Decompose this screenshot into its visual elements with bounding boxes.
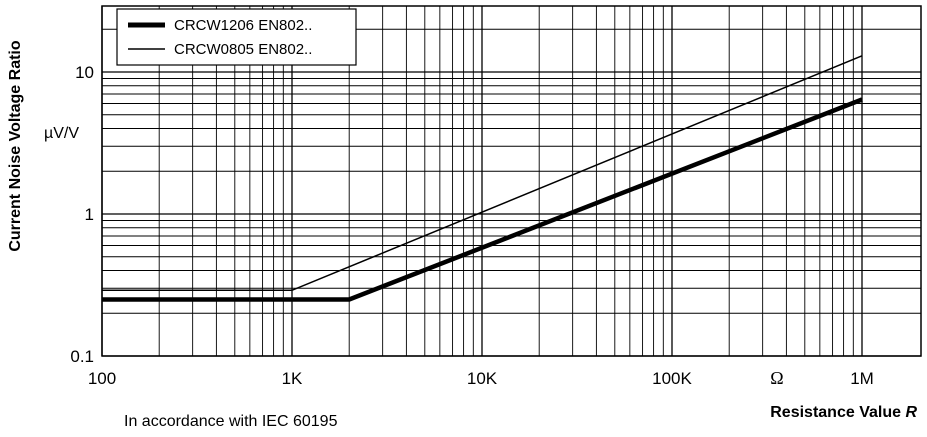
x-axis-unit: Ω	[770, 368, 783, 388]
x-axis-title: Resistance Value R	[770, 404, 917, 422]
y-tick-label: 10	[75, 63, 94, 82]
legend-box	[116, 8, 357, 66]
x-tick-label: 100K	[652, 369, 692, 388]
y-axis-unit: µV/V	[44, 125, 79, 142]
x-tick-label: 1M	[850, 369, 874, 388]
y-tick-label: 0.1	[70, 347, 94, 366]
series-layer	[102, 55, 863, 302]
legend: CRCW1206 EN802.. CRCW0805 EN802..	[116, 8, 357, 66]
x-axis-variable: R	[905, 404, 917, 421]
y-tick-label: 1	[85, 205, 94, 224]
x-tick-label: 10K	[467, 369, 498, 388]
y-axis-label: Current Noise Voltage Ratio	[7, 40, 24, 252]
series-line-crcw1206	[102, 97, 863, 302]
x-axis-label: Resistance Value	[770, 404, 906, 421]
x-tick-label: 100	[88, 369, 116, 388]
legend-label-crcw0805: CRCW0805 EN802..	[174, 41, 312, 58]
tick-labels: 100 1K 10K 100K 1M 0.1 1 10	[70, 63, 873, 388]
series-line-crcw0805	[102, 55, 863, 292]
legend-label-crcw1206: CRCW1206 EN802..	[174, 17, 312, 34]
x-tick-label: 1K	[282, 369, 303, 388]
footnote: In accordance with IEC 60195	[124, 413, 338, 430]
